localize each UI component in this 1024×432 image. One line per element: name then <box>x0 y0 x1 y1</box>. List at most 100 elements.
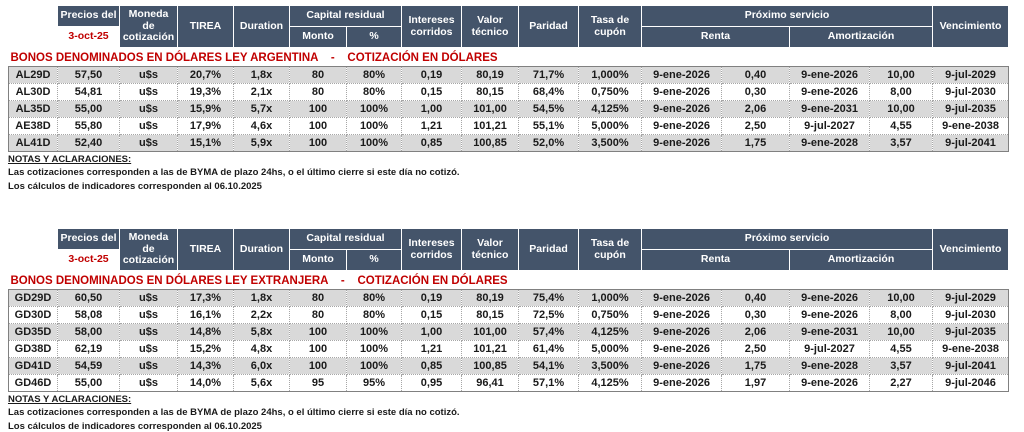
blank-header-cell <box>9 6 58 27</box>
value-cell: 54,1% <box>518 357 580 375</box>
blank-header-cell <box>9 27 58 48</box>
col-header-renta: Renta <box>641 26 791 48</box>
value-cell: 9-ene-2026 <box>641 323 723 341</box>
value-cell: 2,50 <box>721 340 791 358</box>
value-cell: 14,0% <box>177 374 234 392</box>
col-header-intereses: Intereses corridos <box>401 228 463 271</box>
table-row: AL41D 52,40 u$s 15,1% 5,9x 100 100% 0,85 100,85 5… <box>8 134 1010 152</box>
value-cell: 1,00 <box>401 323 463 341</box>
value-cell: 0,15 <box>401 83 463 101</box>
blank-header-cell <box>9 229 58 250</box>
value-cell: 60,50 <box>57 289 120 307</box>
value-cell: 1,8x <box>233 289 290 307</box>
ticker-cell: AL30D <box>8 83 58 101</box>
value-cell: 0,85 <box>401 357 463 375</box>
value-cell: 0,85 <box>401 134 463 152</box>
value-cell: 5,7x <box>233 100 290 118</box>
value-cell: 20,7% <box>177 66 234 84</box>
value-cell: 0,750% <box>578 83 643 101</box>
notes-block-1: NOTAS Y ACLARACIONES: Las cotizaciones c… <box>8 154 1024 192</box>
value-cell: 1,21 <box>401 340 463 358</box>
value-cell: 4,8x <box>233 340 290 358</box>
value-cell: 9-ene-2031 <box>789 323 871 341</box>
value-cell: 2,1x <box>233 83 290 101</box>
value-cell: 10,00 <box>869 66 934 84</box>
value-cell: 9-ene-2026 <box>641 134 723 152</box>
value-cell: 9-jul-2030 <box>932 306 1010 324</box>
value-cell: 100% <box>345 357 403 375</box>
value-cell: 72,5% <box>518 306 580 324</box>
value-cell: 9-ene-2026 <box>789 66 871 84</box>
col-header-duration: Duration <box>233 228 290 271</box>
value-cell: 55,80 <box>57 117 120 135</box>
value-cell: 9-jul-2027 <box>789 340 871 358</box>
value-cell: 1,000% <box>578 289 643 307</box>
value-cell: 1,97 <box>721 374 791 392</box>
value-cell: 80% <box>345 66 403 84</box>
price-date-cell: 3-oct-25 <box>57 26 120 48</box>
value-cell: 100% <box>345 100 403 118</box>
value-cell: 100 <box>289 100 347 118</box>
value-cell: 19,3% <box>177 83 234 101</box>
ticker-cell: GD29D <box>8 289 58 307</box>
table-row: GD29D 60,50 u$s 17,3% 1,8x 80 80% 0,19 80,19 75,4… <box>8 289 1010 307</box>
value-cell: 2,2x <box>233 306 290 324</box>
value-cell: 57,1% <box>518 374 580 392</box>
value-cell: 100,85 <box>461 134 520 152</box>
col-header-precios-del: Precios del <box>57 5 120 27</box>
value-cell: 61,4% <box>518 340 580 358</box>
value-cell: u$s <box>119 340 178 358</box>
value-cell: 9-ene-2026 <box>789 83 871 101</box>
value-cell: 5,8x <box>233 323 290 341</box>
col-header-moneda: Moneda de cotización <box>119 5 178 48</box>
value-cell: 6,0x <box>233 357 290 375</box>
table-body-ley-argentina: AL29D 57,50 u$s 20,7% 1,8x 80 80% 0,19 80,19 71,7… <box>8 66 1010 152</box>
value-cell: 101,21 <box>461 117 520 135</box>
value-cell: 2,06 <box>721 100 791 118</box>
value-cell: u$s <box>119 306 178 324</box>
table-row: GD46D 55,00 u$s 14,0% 5,6x 95 95% 0,95 96,41 57,1… <box>8 374 1010 392</box>
value-cell: 8,00 <box>869 306 934 324</box>
value-cell: u$s <box>119 289 178 307</box>
notes-heading: NOTAS Y ACLARACIONES: <box>8 154 132 165</box>
col-header-capital-residual: Capital residual <box>288 228 403 250</box>
table-row: GD30D 58,08 u$s 16,1% 2,2x 80 80% 0,15 80,15 72,5… <box>8 306 1010 324</box>
value-cell: 9-ene-2026 <box>641 100 723 118</box>
ticker-cell: AL29D <box>8 66 58 84</box>
price-date-cell: 3-oct-25 <box>57 249 120 271</box>
value-cell: 52,0% <box>518 134 580 152</box>
value-cell: 3,500% <box>578 357 643 375</box>
value-cell: 55,00 <box>57 100 120 118</box>
value-cell: 9-jul-2030 <box>932 83 1010 101</box>
value-cell: 3,500% <box>578 134 643 152</box>
value-cell: 95 <box>289 374 347 392</box>
value-cell: 0,15 <box>401 306 463 324</box>
value-cell: 9-ene-2026 <box>789 374 871 392</box>
ticker-cell: GD41D <box>8 357 58 375</box>
table-body-ley-extranjera: GD29D 60,50 u$s 17,3% 1,8x 80 80% 0,19 80,19 75,4… <box>8 289 1010 392</box>
value-cell: 80 <box>289 289 347 307</box>
value-cell: u$s <box>119 357 178 375</box>
value-cell: 100% <box>345 323 403 341</box>
value-cell: 100% <box>345 134 403 152</box>
col-header-paridad: Paridad <box>518 228 580 271</box>
value-cell: 100 <box>289 340 347 358</box>
value-cell: 100% <box>345 340 403 358</box>
value-cell: 9-ene-2026 <box>641 340 723 358</box>
value-cell: 54,5% <box>518 100 580 118</box>
value-cell: 4,125% <box>578 100 643 118</box>
value-cell: 62,19 <box>57 340 120 358</box>
col-header-tirea: TIREA <box>177 228 234 271</box>
value-cell: 80% <box>345 306 403 324</box>
col-header-monto: Monto <box>289 249 347 271</box>
value-cell: 0,750% <box>578 306 643 324</box>
value-cell: 9-jul-2027 <box>789 117 871 135</box>
value-cell: 1,21 <box>401 117 463 135</box>
col-header-proximo-servicio: Próximo servicio <box>641 5 934 27</box>
table-row: AE38D 55,80 u$s 17,9% 4,6x 100 100% 1,21 101,21 5… <box>8 117 1010 135</box>
value-cell: 9-ene-2026 <box>641 83 723 101</box>
ticker-cell: GD35D <box>8 323 58 341</box>
value-cell: 55,1% <box>518 117 580 135</box>
value-cell: 58,08 <box>57 306 120 324</box>
value-cell: 9-jul-2041 <box>932 134 1010 152</box>
